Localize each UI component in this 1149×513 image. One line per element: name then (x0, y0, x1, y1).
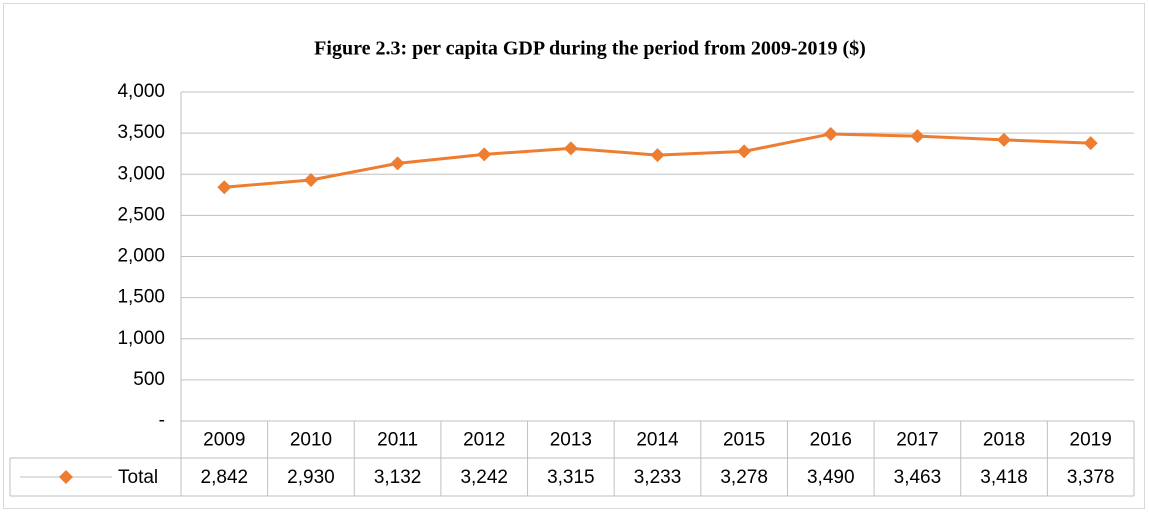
x-tick-label: 2015 (723, 430, 765, 451)
data-label: 3,242 (460, 467, 508, 488)
y-tick-label: 2,500 (117, 204, 165, 225)
data-label: 3,278 (720, 467, 768, 488)
y-tick-label: 2,000 (117, 246, 165, 267)
data-label: 3,463 (894, 467, 942, 488)
data-label: 3,132 (374, 467, 422, 488)
marker (477, 147, 492, 162)
x-tick-label: 2014 (636, 430, 679, 451)
data-label: 3,315 (547, 467, 595, 488)
marker (737, 144, 752, 159)
chart-border (3, 3, 1145, 509)
marker (823, 126, 838, 141)
x-tick-label: 2012 (463, 430, 505, 451)
marker (1083, 136, 1098, 151)
legend-marker (59, 470, 73, 484)
data-label: 2,930 (287, 467, 335, 488)
legend-label: Total (118, 467, 158, 488)
x-tick-label: 2009 (203, 430, 245, 451)
y-tick-label: 3,000 (117, 163, 165, 184)
marker (650, 148, 665, 163)
y-tick-label: 3,500 (117, 122, 165, 143)
marker (390, 156, 405, 171)
data-label: 3,418 (980, 467, 1028, 488)
x-tick-label: 2019 (1070, 430, 1112, 451)
marker (217, 180, 232, 195)
y-tick-label: 500 (133, 369, 165, 390)
y-tick-label: 1,000 (117, 328, 165, 349)
data-label: 2,842 (201, 467, 249, 488)
y-tick-label: - (159, 410, 165, 431)
x-tick-label: 2016 (810, 430, 852, 451)
x-tick-label: 2018 (983, 430, 1025, 451)
marker (303, 173, 318, 188)
chart-title: Figure 2.3: per capita GDP during the pe… (314, 38, 866, 60)
x-tick-label: 2017 (896, 430, 938, 451)
data-label: 3,378 (1067, 467, 1115, 488)
data-label: 3,490 (807, 467, 855, 488)
x-tick-label: 2010 (290, 430, 332, 451)
x-tick-label: 2013 (550, 430, 592, 451)
data-label: 3,233 (634, 467, 682, 488)
y-tick-label: 4,000 (117, 81, 165, 102)
x-tick-label: 2011 (377, 430, 418, 451)
marker (997, 132, 1012, 147)
marker (910, 129, 925, 144)
marker (563, 141, 578, 156)
y-tick-label: 1,500 (117, 287, 165, 308)
